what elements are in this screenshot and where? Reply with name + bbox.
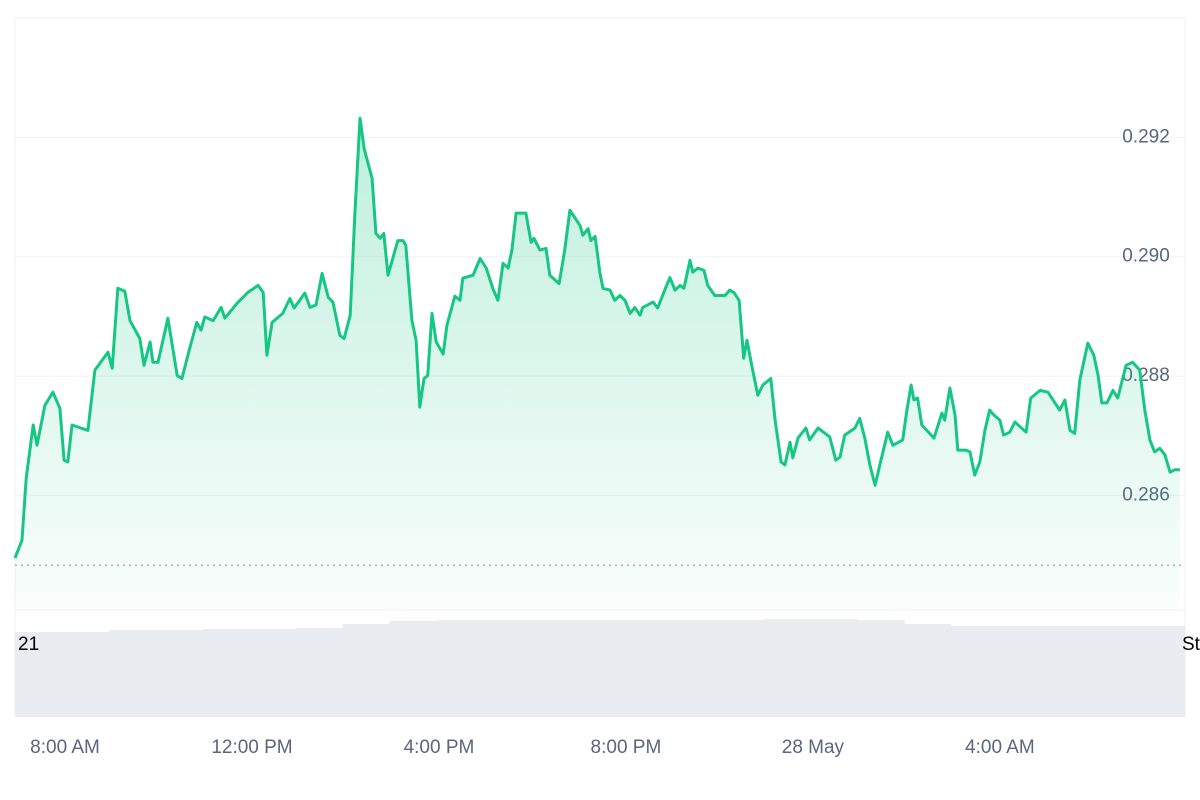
volume-bar — [529, 620, 578, 717]
volume-bar — [717, 620, 765, 717]
x-tick-label: 12:00 PM — [211, 737, 292, 758]
volume-bar — [904, 624, 952, 717]
x-tick-label: 28 May — [782, 737, 845, 758]
volume-bar — [857, 620, 905, 717]
volume-bar — [1044, 626, 1092, 717]
volume-bar — [15, 632, 63, 717]
volume-bar — [1138, 626, 1186, 717]
volume-bar — [202, 629, 250, 717]
volume-bar — [1091, 626, 1139, 717]
volume-bar — [295, 628, 344, 717]
volume-bar — [389, 621, 437, 717]
volume-bar — [951, 626, 999, 717]
x-tick-label: 4:00 PM — [404, 737, 475, 758]
edge-label: 21 — [18, 634, 39, 655]
volume-bar — [155, 630, 203, 717]
volume-bar — [670, 620, 718, 717]
volume-bar — [436, 620, 484, 717]
price-line — [13, 116, 1180, 559]
x-tick-label: 8:00 PM — [591, 737, 662, 758]
volume-bar — [576, 620, 624, 717]
volume-bar — [810, 619, 858, 717]
volume-bar — [61, 632, 110, 717]
x-tick-label: 4:00 AM — [965, 737, 1035, 758]
volume-bar — [108, 630, 156, 717]
volume-bar — [249, 629, 297, 717]
y-tick-label: 0.292 — [1122, 126, 1170, 147]
volume-bar — [483, 620, 531, 717]
y-tick-label: 0.290 — [1122, 246, 1170, 267]
volume-bar — [763, 619, 812, 717]
volume-bar — [997, 626, 1046, 717]
x-tick-label: 8:00 AM — [30, 737, 100, 758]
edge-label: St — [1182, 634, 1200, 655]
volume-bar — [342, 624, 390, 717]
area — [15, 118, 1180, 611]
volume-bar — [623, 620, 671, 717]
